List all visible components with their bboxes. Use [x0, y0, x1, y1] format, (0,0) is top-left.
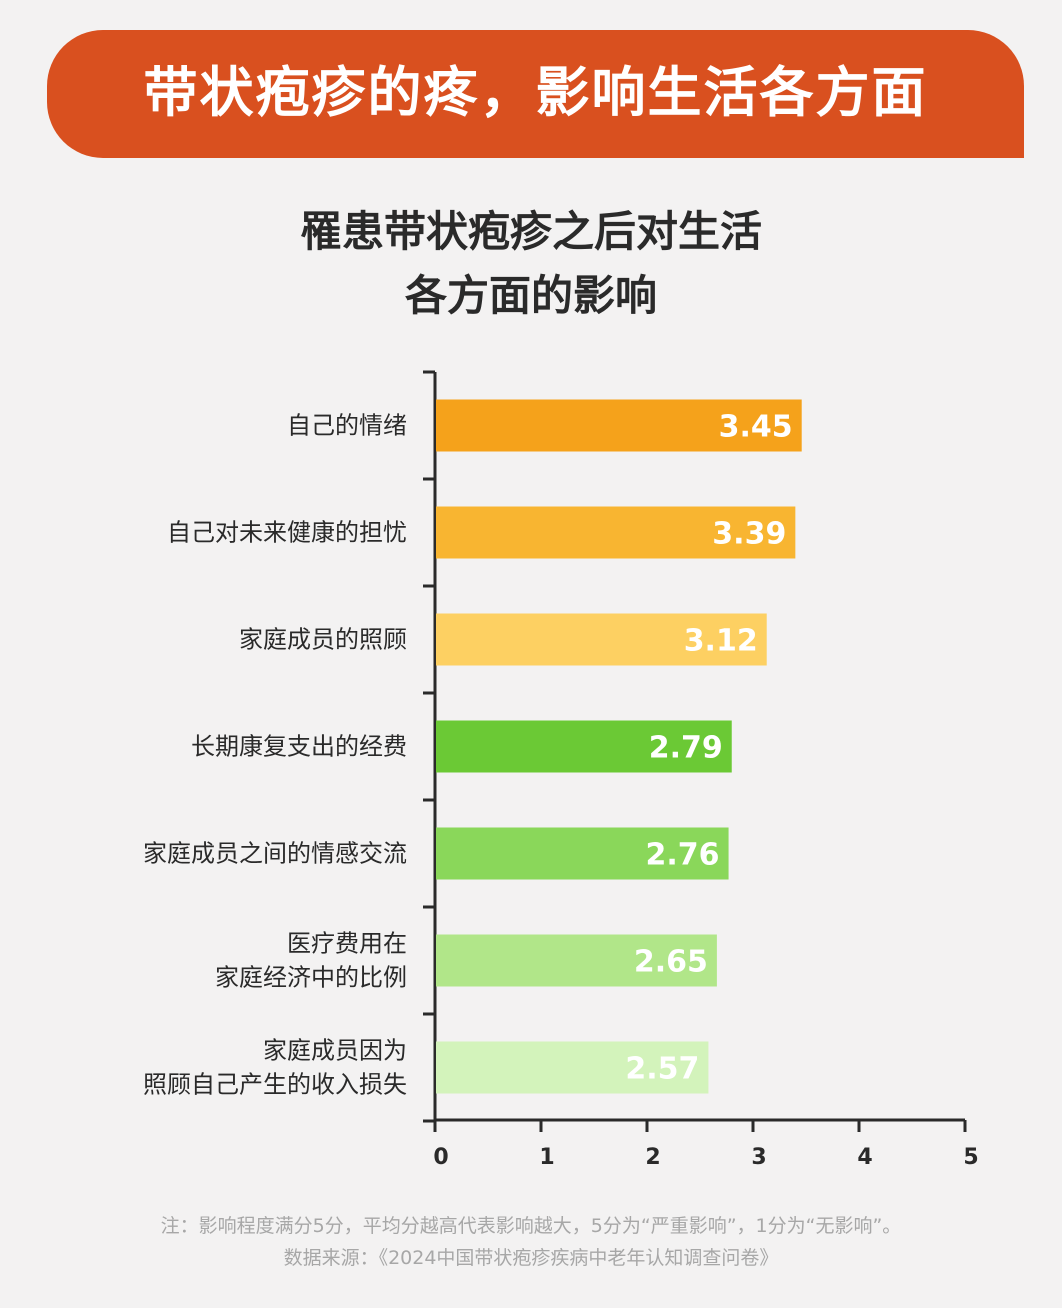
bar-chart: 0 1 2 3 4 5 3.45 自己的情绪 3.39 自己对未来健康的担忧 3.12 家庭成员的照顾… [143, 370, 979, 1170]
bar-value-label: 2.79 [649, 731, 723, 766]
category-label: 家庭经济中的比例 [215, 964, 407, 992]
bar [436, 506, 796, 559]
x-tick-label: 1 [539, 1145, 554, 1170]
bar [436, 399, 802, 452]
x-tick-label: 3 [751, 1145, 766, 1170]
bar-value-label: 3.45 [719, 410, 793, 445]
category-label: 自己的情绪 [287, 412, 407, 440]
bar [436, 934, 717, 987]
bar [436, 720, 732, 773]
chart-title: 罹患带状疱疹之后对生活 各方面的影响 [0, 200, 1062, 328]
category-label: 家庭成员的照顾 [239, 626, 407, 654]
category-label: 家庭成员因为 [263, 1037, 407, 1065]
chart-title-line-2: 各方面的影响 [404, 271, 657, 320]
bar [436, 1041, 709, 1094]
category-label: 自己对未来健康的担忧 [167, 519, 407, 547]
bar-value-label: 2.76 [646, 838, 720, 873]
bar-value-label: 3.12 [684, 624, 758, 659]
x-tick-label: 5 [963, 1145, 978, 1170]
footnote: 注：影响程度满分5分，平均分越高代表影响越大，5分为“严重影响”，1分为“无影响… [0, 1210, 1062, 1274]
category-label: 照顾自己产生的收入损失 [143, 1071, 407, 1099]
x-tick-label: 4 [857, 1145, 872, 1170]
chart-title-line-1: 罹患带状疱疹之后对生活 [299, 207, 762, 256]
bar-value-label: 3.39 [712, 517, 786, 552]
header-banner: 带状疱疹的疼，影响生活各方面 [47, 30, 1024, 158]
footnote-note: 注：影响程度满分5分，平均分越高代表影响越大，5分为“严重影响”，1分为“无影响… [160, 1215, 902, 1237]
x-tick-label: 0 [433, 1145, 448, 1170]
category-label: 医疗费用在 [287, 930, 407, 958]
bar [436, 613, 767, 666]
category-label: 家庭成员之间的情感交流 [143, 840, 407, 868]
bar [436, 827, 729, 880]
category-label: 长期康复支出的经费 [191, 733, 407, 761]
bar-value-label: 2.65 [634, 945, 708, 980]
bar-value-label: 2.57 [625, 1052, 699, 1087]
x-tick-label: 2 [645, 1145, 660, 1170]
banner-title: 带状疱疹的疼，影响生活各方面 [143, 61, 928, 124]
footnote-source: 数据来源：《2024中国带状疱疹疾病中老年认知调查问卷》 [283, 1247, 779, 1269]
